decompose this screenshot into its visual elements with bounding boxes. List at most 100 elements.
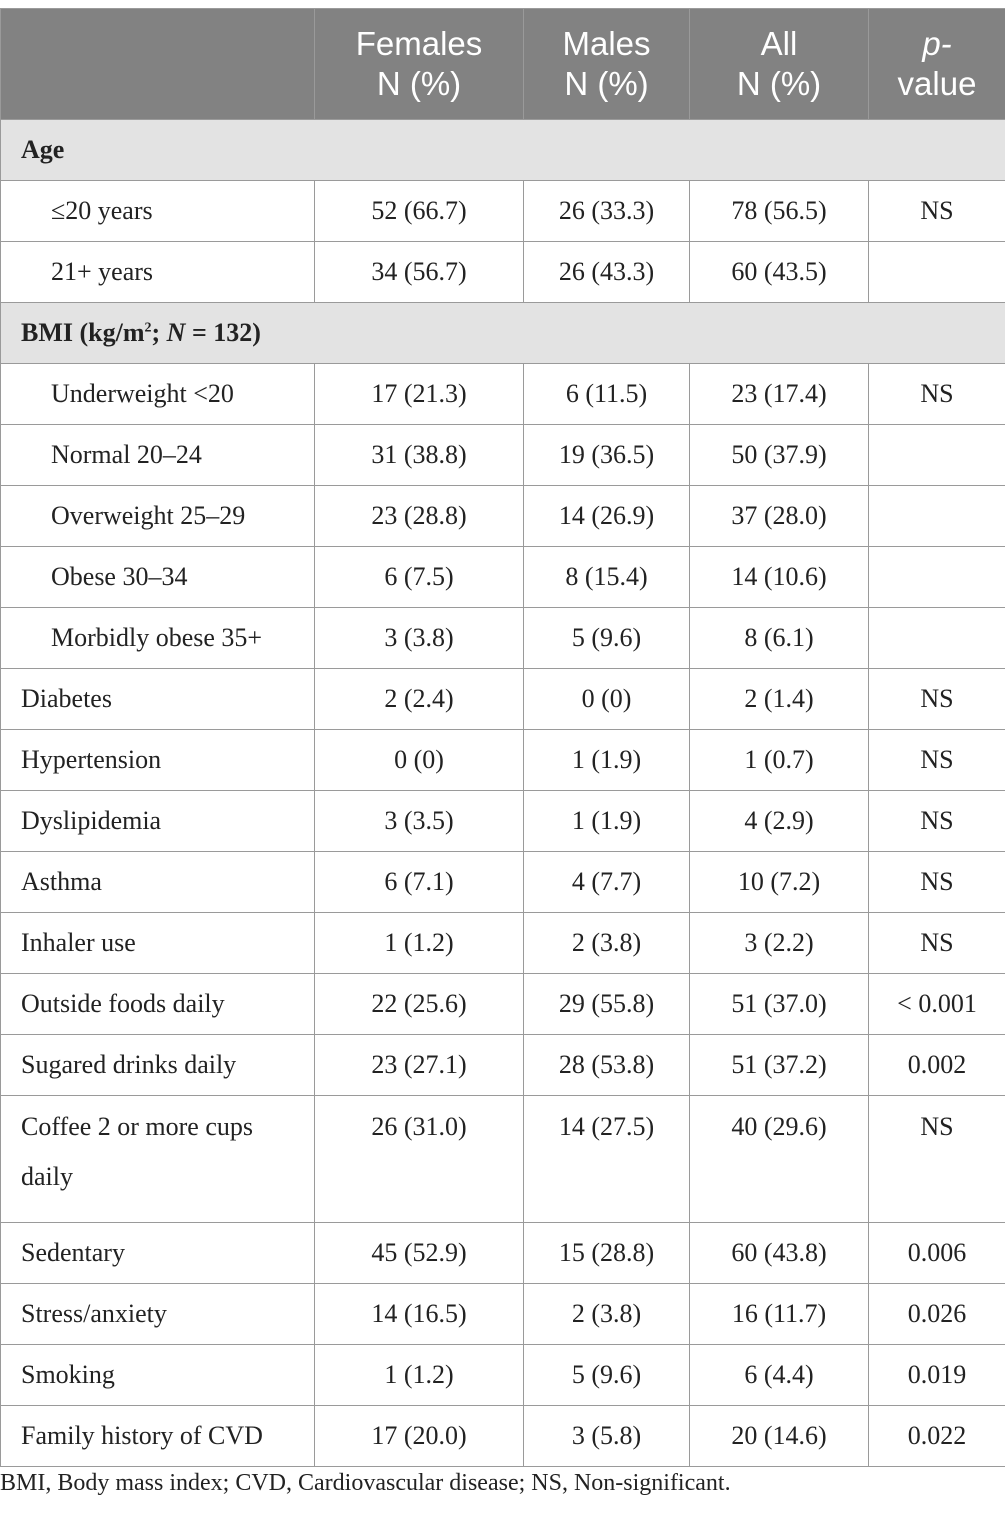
cell-p-value: [868, 546, 1005, 608]
table-row: Dyslipidemia 3 (3.5) 1 (1.9) 4 (2.9) NS: [0, 790, 1005, 852]
cell-p-value: NS: [868, 790, 1005, 852]
cell-males: 4 (7.7): [523, 851, 690, 913]
cell-all: 10 (7.2): [689, 851, 869, 913]
table-row: Inhaler use 1 (1.2) 2 (3.8) 3 (2.2) NS: [0, 912, 1005, 974]
section-label-bmi: BMI (kg/m2; N = 132): [0, 302, 1005, 364]
data-table: Females N (%) Males N (%) All N (%) p-value…: [0, 8, 1005, 1467]
header-all-unit: N (%): [736, 65, 822, 102]
table-footnote: BMI, Body mass index; CVD, Cardiovascula…: [0, 1470, 731, 1496]
cell-males: 14 (27.5): [523, 1095, 690, 1223]
header-males-unit: N (%): [564, 65, 649, 102]
cell-all: 14 (10.6): [689, 546, 869, 608]
cell-all: 51 (37.0): [689, 973, 869, 1035]
cell-males: 19 (36.5): [523, 424, 690, 486]
cell-females: 45 (52.9): [314, 1222, 524, 1284]
row-label: Sedentary: [0, 1222, 315, 1284]
row-label-line2: daily: [21, 1162, 73, 1191]
cell-males: 5 (9.6): [523, 1344, 690, 1406]
header-blank: [0, 8, 315, 120]
bmi-label-prefix: BMI (kg/m: [21, 318, 145, 347]
cell-females: 17 (20.0): [314, 1405, 524, 1467]
cell-females: 6 (7.1): [314, 851, 524, 913]
section-row-age: Age: [0, 119, 1005, 181]
table-row: Stress/anxiety 14 (16.5) 2 (3.8) 16 (11.…: [0, 1283, 1005, 1345]
cell-all: 51 (37.2): [689, 1034, 869, 1096]
cell-females: 6 (7.5): [314, 546, 524, 608]
row-label: Stress/anxiety: [0, 1283, 315, 1345]
table-row: ≤20 years 52 (66.7) 26 (33.3) 78 (56.5) …: [0, 180, 1005, 242]
cell-males: 3 (5.8): [523, 1405, 690, 1467]
cell-p-value: 0.006: [868, 1222, 1005, 1284]
bmi-label-sup: 2: [144, 320, 152, 336]
cell-males: 0 (0): [523, 668, 690, 730]
header-p-value: p-value: [868, 8, 1005, 120]
table-row: Outside foods daily 22 (25.6) 29 (55.8) …: [0, 973, 1005, 1035]
section-label-age: Age: [0, 119, 1005, 181]
table-row: Hypertension 0 (0) 1 (1.9) 1 (0.7) NS: [0, 729, 1005, 791]
header-all-title: All: [760, 25, 798, 62]
cell-males: 5 (9.6): [523, 607, 690, 669]
cell-p-value: NS: [868, 668, 1005, 730]
row-label: Family history of CVD: [0, 1405, 315, 1467]
section-row-bmi: BMI (kg/m2; N = 132): [0, 302, 1005, 364]
bmi-label-n: N: [166, 318, 186, 347]
header-males: Males N (%): [523, 8, 690, 120]
cell-males: 15 (28.8): [523, 1222, 690, 1284]
header-females-unit: N (%): [376, 65, 462, 102]
header-males-title: Males: [562, 25, 651, 62]
cell-all: 37 (28.0): [689, 485, 869, 547]
table-row: Asthma 6 (7.1) 4 (7.7) 10 (7.2) NS: [0, 851, 1005, 913]
cell-males: 6 (11.5): [523, 363, 690, 425]
cell-all: 16 (11.7): [689, 1283, 869, 1345]
header-p-title: p-: [922, 25, 952, 62]
cell-females: 52 (66.7): [314, 180, 524, 242]
cell-females: 14 (16.5): [314, 1283, 524, 1345]
table-row: Underweight <20 17 (21.3) 6 (11.5) 23 (1…: [0, 363, 1005, 425]
row-label: Sugared drinks daily: [0, 1034, 315, 1096]
table-row: Family history of CVD 17 (20.0) 3 (5.8) …: [0, 1405, 1005, 1467]
row-label: Underweight <20: [0, 363, 315, 425]
cell-females: 23 (28.8): [314, 485, 524, 547]
row-label: Hypertension: [0, 729, 315, 791]
row-label: Diabetes: [0, 668, 315, 730]
row-label: Inhaler use: [0, 912, 315, 974]
cell-all: 1 (0.7): [689, 729, 869, 791]
cell-males: 26 (33.3): [523, 180, 690, 242]
cell-p-value: NS: [868, 363, 1005, 425]
cell-all: 4 (2.9): [689, 790, 869, 852]
table-row: Overweight 25–29 23 (28.8) 14 (26.9) 37 …: [0, 485, 1005, 547]
cell-p-value: NS: [868, 729, 1005, 791]
table-row: 21+ years 34 (56.7) 26 (43.3) 60 (43.5): [0, 241, 1005, 303]
cell-males: 2 (3.8): [523, 1283, 690, 1345]
cell-males: 28 (53.8): [523, 1034, 690, 1096]
cell-males: 2 (3.8): [523, 912, 690, 974]
cell-all: 2 (1.4): [689, 668, 869, 730]
table-row: Obese 30–34 6 (7.5) 8 (15.4) 14 (10.6): [0, 546, 1005, 608]
cell-males: 14 (26.9): [523, 485, 690, 547]
cell-p-value: < 0.001: [868, 973, 1005, 1035]
cell-females: 26 (31.0): [314, 1095, 524, 1223]
cell-p-value: [868, 607, 1005, 669]
row-label: Morbidly obese 35+: [0, 607, 315, 669]
header-females-title: Females: [355, 25, 483, 62]
cell-all: 60 (43.5): [689, 241, 869, 303]
cell-females: 2 (2.4): [314, 668, 524, 730]
row-label: 21+ years: [0, 241, 315, 303]
cell-p-value: [868, 485, 1005, 547]
cell-females: 1 (1.2): [314, 912, 524, 974]
bmi-label-suffix: = 132): [185, 318, 261, 347]
cell-males: 8 (15.4): [523, 546, 690, 608]
cell-p-value: [868, 241, 1005, 303]
row-label: Normal 20–24: [0, 424, 315, 486]
cell-p-value: [868, 424, 1005, 486]
cell-females: 23 (27.1): [314, 1034, 524, 1096]
table-row: Morbidly obese 35+ 3 (3.8) 5 (9.6) 8 (6.…: [0, 607, 1005, 669]
cell-all: 3 (2.2): [689, 912, 869, 974]
bmi-label-sep: ;: [151, 318, 167, 347]
cell-all: 78 (56.5): [689, 180, 869, 242]
table-row: Sugared drinks daily 23 (27.1) 28 (53.8)…: [0, 1034, 1005, 1096]
table-row: Smoking 1 (1.2) 5 (9.6) 6 (4.4) 0.019: [0, 1344, 1005, 1406]
row-label: Overweight 25–29: [0, 485, 315, 547]
table-row: Normal 20–24 31 (38.8) 19 (36.5) 50 (37.…: [0, 424, 1005, 486]
cell-p-value: 0.026: [868, 1283, 1005, 1345]
